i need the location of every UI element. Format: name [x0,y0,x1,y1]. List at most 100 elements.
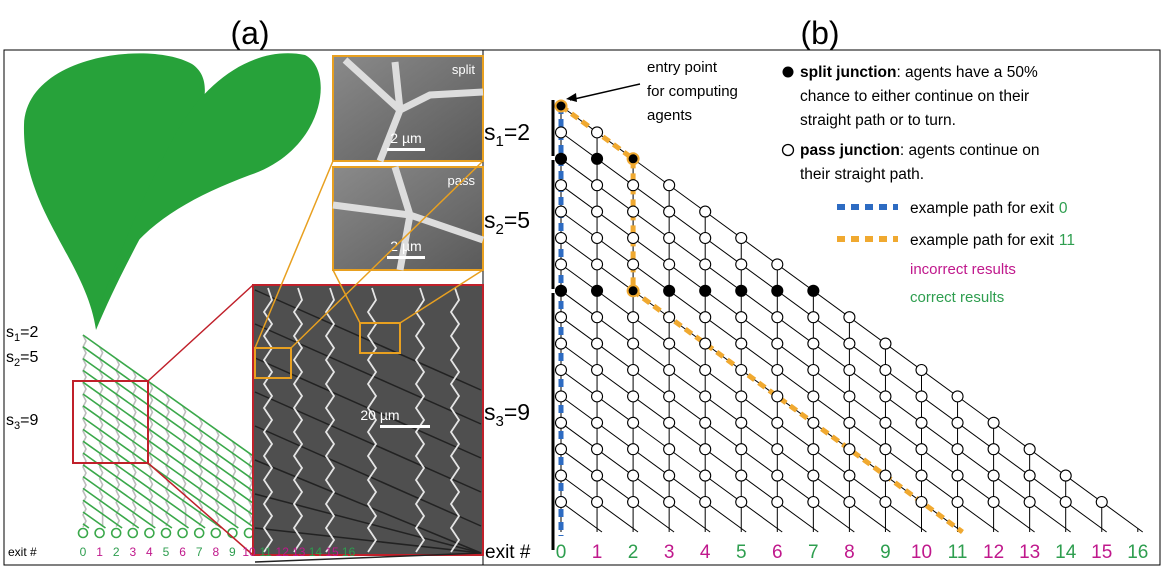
pass-junction [952,470,963,481]
pass-junction [700,259,711,270]
subset-name: s [484,207,496,233]
exit-label: 4 [146,545,153,559]
pass-junction [736,391,747,402]
exit-heading: exit # [485,542,531,563]
pass-junction [556,312,567,323]
subset-label: s3=9 [484,399,530,430]
legend-term: pass junction [800,142,900,159]
split-junction [700,285,711,296]
pass-junction [592,417,603,428]
pass-junction [736,497,747,508]
exit-loop [195,529,204,538]
pass-junction [628,365,639,376]
pass-junction [952,417,963,428]
split-junction [628,285,639,296]
pass-junction [664,180,675,191]
entry-note-line: for computing [647,83,738,100]
pass-junction [808,417,819,428]
entry-arrowhead [566,93,577,102]
pass-junction [628,391,639,402]
pass-junction [988,497,999,508]
pass-junction [700,444,711,455]
split-junction [556,153,567,164]
pass-junction [592,259,603,270]
legend-text: : agents have a 50% [896,64,1038,81]
pass-junction [1060,470,1071,481]
pass-junction [772,259,783,270]
pass-junction [592,127,603,138]
exit-label: 5 [163,545,170,559]
micrograph-label: pass [448,173,476,188]
exit-label: 15 [325,545,339,559]
pass-junction [736,259,747,270]
lattice-channel [166,394,169,526]
pass-junction [700,233,711,244]
legend-split: split junction: agents have a 50% chance… [800,64,1042,129]
entry-note-line: agents [647,107,692,124]
legend-exit: 11 [1059,232,1075,249]
entry-note: entry point for computing agents [647,59,742,124]
lattice-diagonal [83,453,189,528]
subset-value: =2 [504,119,530,145]
pass-junction [736,470,747,481]
exit-label: 0 [80,545,87,559]
legend-pass-marker [783,145,794,156]
subset-index: 3 [496,413,504,430]
pass-junction [700,206,711,217]
pass-junction [880,365,891,376]
pass-junction [556,417,567,428]
pass-junction [736,312,747,323]
legend-text: straight path or to turn. [800,112,956,129]
subset-name: s [6,349,14,366]
lattice-diagonal [561,449,674,532]
pass-junction [772,444,783,455]
exit-label: 16 [1127,542,1148,563]
exit-label: 0 [556,542,567,563]
pass-junction [700,338,711,349]
pass-junction [664,259,675,270]
lattice-diagonal [83,418,238,528]
exit-heading: exit # [8,545,37,559]
pass-junction [736,417,747,428]
exit-label: 9 [880,542,891,563]
pass-junction [1024,470,1035,481]
entry-arrow [570,84,640,100]
pass-junction [952,497,963,508]
legend-text: their straight path. [800,166,924,183]
subset-name: s [6,324,14,341]
pass-junction [700,497,711,508]
pass-junction [880,338,891,349]
lattice-diagonal [561,291,890,532]
legend-exit: 0 [1059,200,1068,217]
pass-junction [1096,497,1107,508]
pass-junction [664,417,675,428]
pass-junction [664,497,675,508]
exit-label: 8 [212,545,219,559]
pass-junction [664,444,675,455]
legend-term: split junction [800,64,896,81]
pass-junction [556,259,567,270]
subset-value: =5 [504,207,530,233]
pass-junction [772,338,783,349]
pass-junction [556,470,567,481]
pass-junction [628,338,639,349]
subset-name: s [484,119,496,145]
pass-junction [880,391,891,402]
pass-junction [880,417,891,428]
panel-b-label: (b) [800,15,839,51]
legend-text: example path for exit [910,232,1055,249]
pass-junction [988,417,999,428]
pass-junction [664,470,675,481]
pass-junction [808,470,819,481]
split-junction [664,285,675,296]
pass-junction [808,444,819,455]
pass-junction [772,417,783,428]
exit-label: 5 [736,542,747,563]
exit-label: 1 [592,542,603,563]
pass-junction [844,312,855,323]
pass-junction [1024,497,1035,508]
pass-junction [592,470,603,481]
exit-label: 2 [113,545,120,559]
exit-label: 3 [664,542,675,563]
pass-junction [844,444,855,455]
